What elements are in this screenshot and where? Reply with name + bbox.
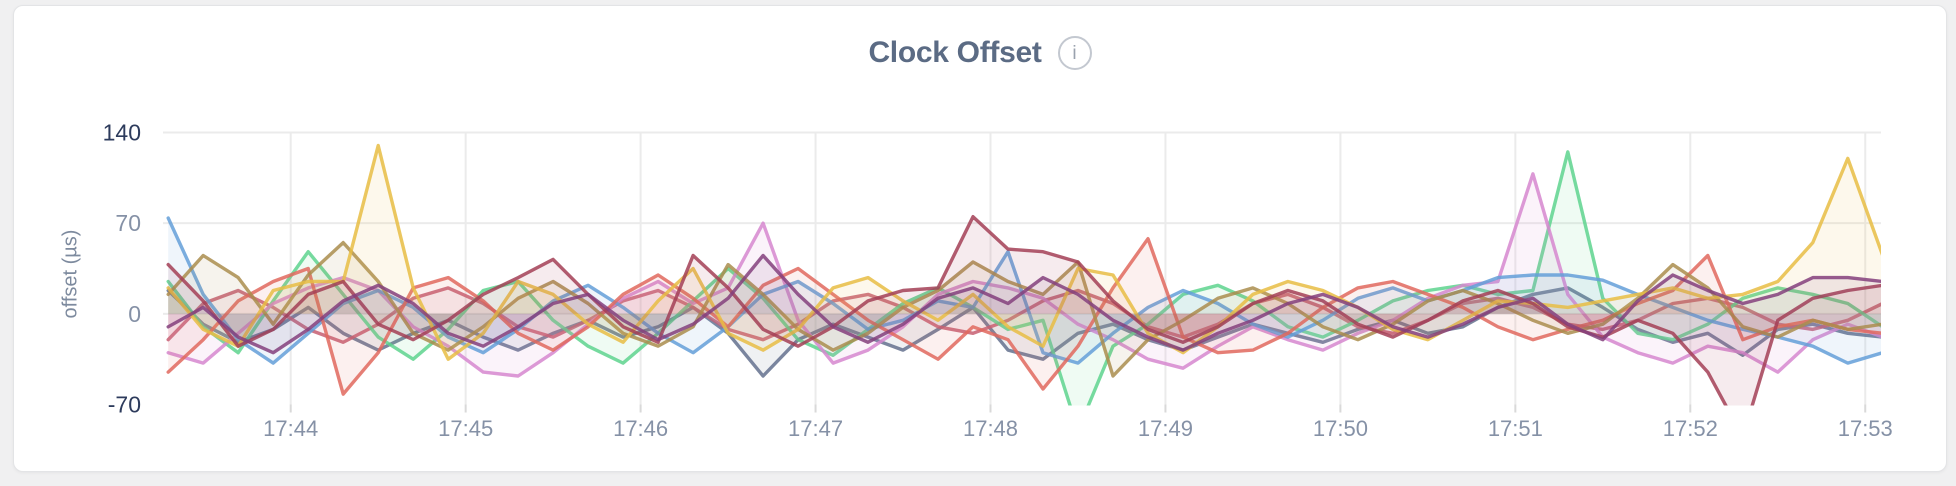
series-blue-area: [168, 218, 1881, 364]
series-group: [166, 143, 1881, 406]
series-purple-line: [166, 253, 1881, 355]
y-tick-label: 0: [128, 301, 141, 327]
info-icon-glyph: i: [1072, 42, 1077, 64]
series-green-line: [166, 150, 1881, 406]
gridlines: 17:44 17:45 17:46 17:47 17:48 17:49 17:50 17:51…: [103, 120, 1893, 442]
series-slate-area: [168, 287, 1881, 376]
x-tick-label: 17:49: [1138, 416, 1193, 441]
series-blue-line: [166, 216, 1881, 365]
y-tick-label: 140: [103, 120, 141, 146]
x-tick-label: 17:52: [1663, 416, 1718, 441]
series-green-area: [168, 151, 1881, 406]
info-icon[interactable]: i: [1057, 36, 1092, 70]
x-tick-label: 17:44: [263, 416, 318, 441]
series-maroon-area: [168, 216, 1881, 406]
y-tick-label: 70: [115, 210, 141, 236]
chart-title: Clock Offset: [868, 36, 1042, 69]
chart-header: Clock Offset i: [14, 36, 1946, 70]
x-tick-label: 17:45: [438, 416, 493, 441]
series-purple-area: [168, 255, 1881, 353]
x-tick-label: 17:47: [788, 416, 843, 441]
series-olive-area: [168, 242, 1881, 376]
x-tick-label: 17:50: [1313, 416, 1368, 441]
series-gold-line: [166, 143, 1881, 361]
x-tick-label: 17:48: [963, 416, 1018, 441]
x-tick-label: 17:53: [1838, 416, 1893, 441]
x-tick-label: 17:46: [613, 416, 668, 441]
series-red-area: [168, 238, 1881, 395]
y-tick-label: -70: [108, 392, 141, 418]
x-tick-label: 17:51: [1488, 416, 1543, 441]
series-orchid-line: [166, 172, 1881, 378]
series-red-line: [166, 237, 1881, 396]
series-gold-area: [168, 145, 1881, 360]
chart-card: Clock Offset i offset (µs): [13, 5, 1947, 472]
series-rose-area: [168, 287, 1881, 343]
series-olive-line: [166, 240, 1881, 378]
